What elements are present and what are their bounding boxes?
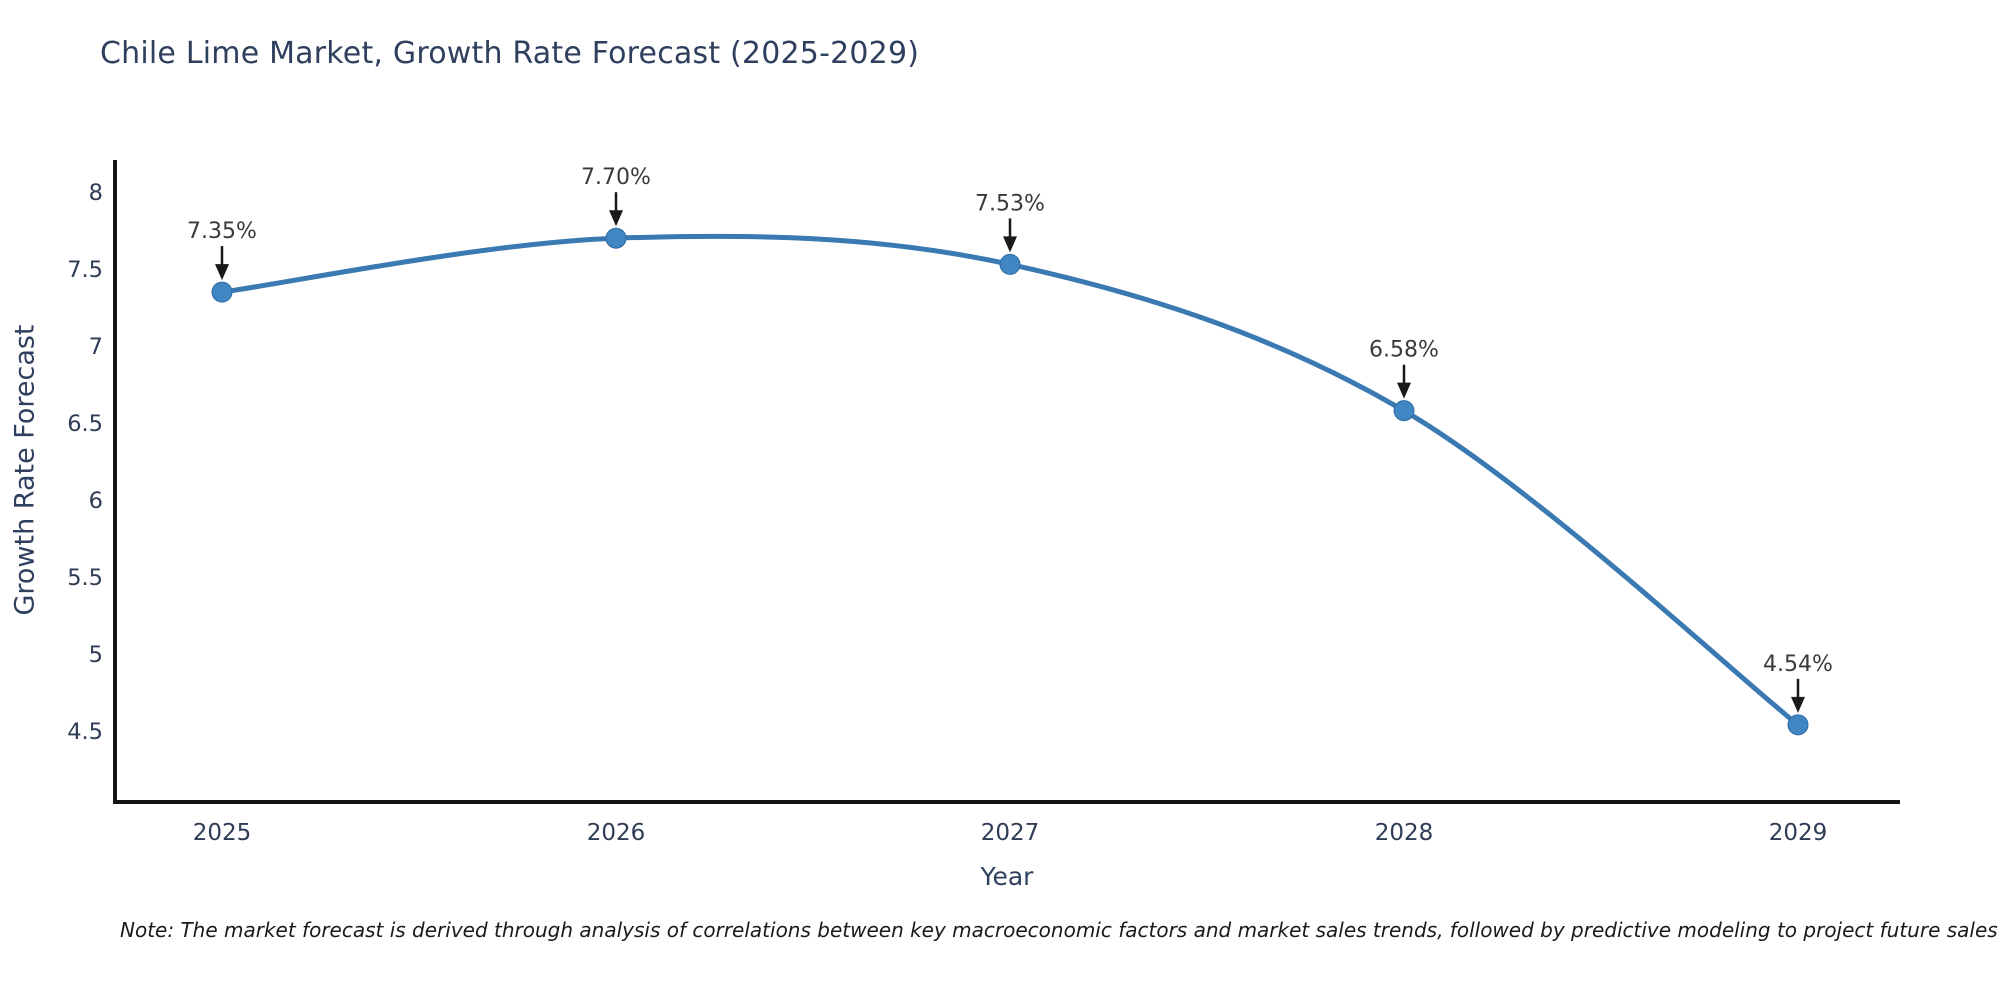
annotation-arrowhead bbox=[609, 210, 623, 227]
data-point-marker bbox=[211, 281, 233, 303]
data-point-marker bbox=[999, 253, 1021, 275]
x-tick-label: 2025 bbox=[193, 820, 252, 846]
x-tick-label: 2028 bbox=[1375, 820, 1434, 846]
annotation-arrowhead bbox=[1397, 382, 1411, 399]
x-tick-label: 2027 bbox=[981, 820, 1040, 846]
y-tick-label: 5 bbox=[89, 642, 103, 668]
x-tick-label: 2029 bbox=[1769, 820, 1828, 846]
y-tick-label: 7.5 bbox=[67, 257, 103, 283]
x-axis-title: Year bbox=[980, 862, 1034, 891]
y-tick-label: 6 bbox=[89, 488, 103, 514]
data-point-marker bbox=[605, 227, 627, 249]
trend-line bbox=[219, 233, 1801, 728]
data-point-label: 7.53% bbox=[975, 191, 1045, 216]
annotation-arrowhead bbox=[1003, 236, 1017, 253]
chart-title: Chile Lime Market, Growth Rate Forecast … bbox=[100, 36, 920, 71]
data-point-label: 4.54% bbox=[1763, 652, 1833, 677]
data-point-marker bbox=[1393, 400, 1415, 422]
data-point-label: 7.70% bbox=[581, 165, 651, 190]
annotation-arrowhead bbox=[1791, 696, 1805, 713]
y-tick-label: 4.5 bbox=[67, 719, 103, 745]
y-tick-label: 7 bbox=[89, 334, 103, 360]
y-tick-label: 5.5 bbox=[67, 565, 103, 591]
x-tick-label: 2026 bbox=[587, 820, 646, 846]
data-point-label: 6.58% bbox=[1369, 338, 1439, 363]
data-point-marker bbox=[1787, 714, 1809, 736]
y-tick-label: 6.5 bbox=[67, 411, 103, 437]
chart-footnote: Note: The market forecast is derived thr… bbox=[120, 918, 1998, 942]
y-tick-label: 8 bbox=[89, 180, 103, 206]
annotation-arrowhead bbox=[215, 264, 229, 281]
data-point-label: 7.35% bbox=[187, 219, 257, 244]
